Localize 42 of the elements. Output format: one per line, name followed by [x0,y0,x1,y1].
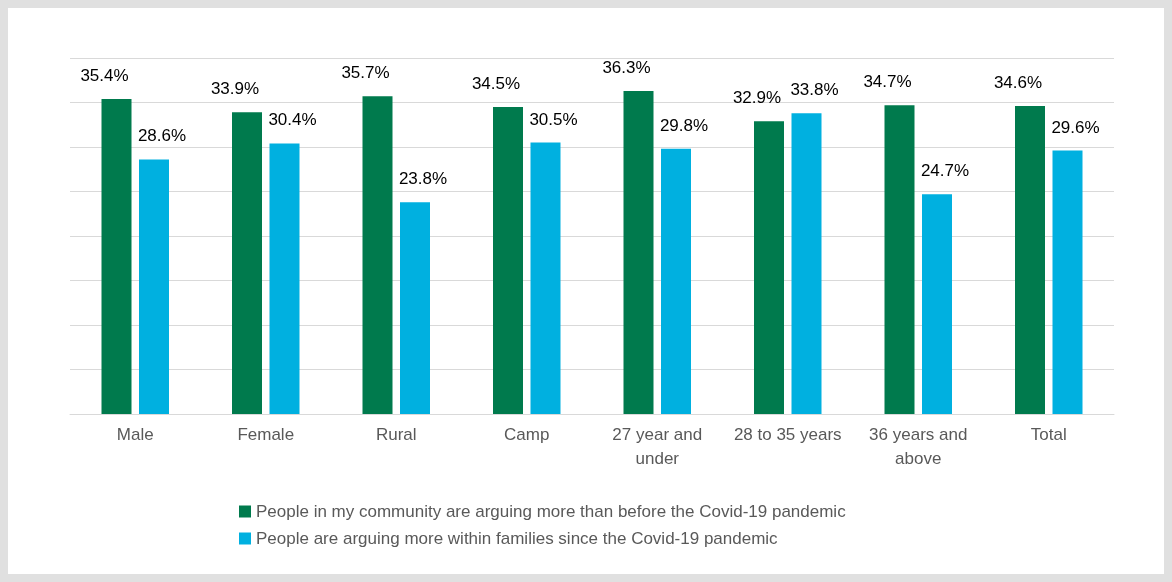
bar [623,90,654,414]
data-label: 33.8% [790,80,839,100]
data-label: 32.9% [732,88,782,108]
data-label: 34.5% [471,73,521,93]
bar [139,159,169,414]
bar [362,96,393,414]
data-label: 34.6% [993,73,1043,93]
data-label: 36.3% [602,57,651,77]
x-tick-label: 36 years and above [869,424,968,468]
bar [922,194,952,414]
bar [661,148,691,414]
data-label: 30.4% [268,110,317,130]
bar [1052,150,1083,414]
bar [493,106,523,414]
data-label: 30.5% [529,109,578,129]
data-label: 34.7% [863,72,912,92]
data-label: 23.8% [398,169,448,189]
data-label: 29.6% [1051,117,1100,137]
data-label: 24.7% [920,161,970,181]
bar [101,98,132,414]
bar [1015,106,1045,414]
x-tick-label: Female [237,424,295,444]
bar [400,202,430,414]
data-label: 28.6% [137,126,187,146]
legend-label: People in my community are arguing more than before the Covid-19 pandemic [256,502,847,521]
x-tick-label: Total [1030,424,1067,444]
x-tick-label: Camp [504,424,550,444]
bar [791,113,822,414]
bar [530,142,561,414]
bar [884,105,915,414]
data-label: 35.4% [80,65,129,85]
x-tick-label: Male [116,424,154,444]
bar [269,143,300,414]
legend-label: People are arguing more within families since the Covid-19 pandemic [256,529,779,548]
data-label: 35.7% [341,63,390,83]
data-label: 33.9% [210,79,260,99]
x-tick-label: 28 to 35 years [733,424,842,444]
bar [754,121,784,414]
bar [232,112,262,414]
x-tick-label: Rural [375,424,417,444]
x-tick-label: 27 year and under [612,424,703,468]
data-label: 29.8% [659,115,709,135]
